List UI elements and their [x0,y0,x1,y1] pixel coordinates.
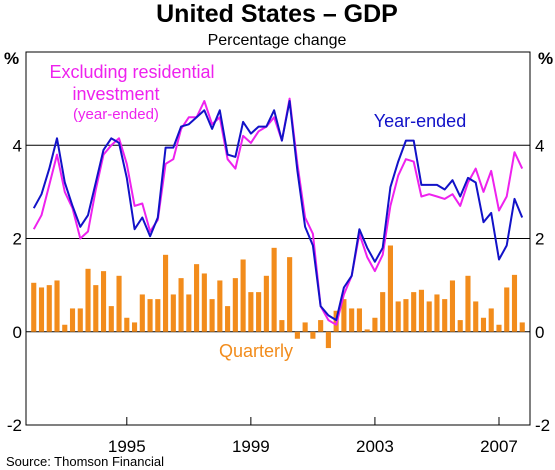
quarterly-bar [46,285,52,332]
quarterly-bar [318,320,324,332]
quarterly-bar [116,275,122,332]
chart-title: United States – GDP [156,0,398,28]
quarterly-bar [225,306,231,332]
y-tick-labels: -2 -2 0 0 2 2 4 4 [7,136,550,435]
quarterly-bar [170,294,176,332]
line-series [32,97,524,326]
quarterly-bar [100,271,107,332]
quarterly-bar [232,278,238,332]
quarterly-bar [271,247,277,332]
quarterly-bar [201,273,207,332]
annotation-excl-res-line2: investment [72,84,159,104]
quarterly-bar [519,322,525,332]
quarterly-bar [256,292,262,332]
quarterly-bar [411,292,417,332]
quarterly-bar [194,264,200,332]
quarterly-bar [372,317,378,332]
quarterly-bar [473,301,479,332]
quarterly-bar [279,320,285,332]
quarterly-bar [310,331,316,339]
y-tick-label-right: 0 [535,323,544,342]
quarterly-bar [139,294,145,332]
annotation-quarterly: Quarterly [219,341,293,361]
x-tick-label: 1999 [232,437,270,456]
x-tick-label: 1995 [108,437,146,456]
quarterly-bar [287,257,293,332]
quarterly-bar [217,280,223,332]
quarterly-bar [511,274,518,332]
y-tick-label-right: -2 [535,416,550,435]
quarterly-bar [240,259,246,332]
quarterly-bar [449,280,456,332]
annotation-year-ended: Year-ended [374,111,466,131]
left-unit-label: % [4,49,19,68]
plot-frame [25,51,531,426]
quarterly-bar [442,299,448,332]
quarterly-bar [93,285,99,332]
plot-border [25,51,531,426]
quarterly-bar [131,322,138,332]
quarterly-bar [457,320,463,332]
annotation-excl-res-line3: (year-ended) [73,106,159,123]
quarterly-bar [302,322,308,332]
quarterly-bar [294,331,300,339]
quarterly-bar [31,282,37,332]
quarterly-bar [426,301,432,332]
quarterly-bar [263,275,269,332]
quarterly-bar [418,289,425,332]
quarterly-bar [465,275,471,332]
quarterly-bar [85,268,91,332]
quarterly-bar [155,299,161,332]
quarterly-bar [434,294,440,332]
quarterly-bar [77,308,83,332]
quarterly-bar [380,292,386,332]
quarterly-bar [480,317,487,332]
quarterly-bar [395,301,401,332]
y-tick-label-right: 4 [535,136,544,155]
quarterly-bar [356,308,362,332]
quarterly-bar [69,308,76,332]
quarterly-bar [62,324,68,332]
quarterly-bar [108,306,114,332]
quarterly-bars [31,245,525,349]
x-tick-label: 2007 [480,437,518,456]
source-note: Source: Thomson Financial [6,454,164,469]
quarterly-bar [349,308,355,332]
quarterly-bar [387,245,393,332]
quarterly-bar [163,254,169,332]
quarterly-bar [147,299,153,332]
quarterly-bar [341,299,347,332]
quarterly-bar [186,294,192,332]
quarterly-bar [504,287,510,332]
quarterly-bar [403,299,409,332]
quarterly-bar [496,324,502,332]
quarterly-bar [54,280,60,332]
x-tick-label: 2003 [356,437,394,456]
quarterly-bar [248,292,254,332]
annotation-excl-res-line1: Excluding residential [49,62,214,82]
year-ended-line [32,100,524,322]
quarterly-bar [178,278,184,332]
excl-res-line [32,97,524,326]
quarterly-bar [488,308,494,332]
quarterly-bar [38,287,45,332]
chart-subtitle: Percentage change [208,32,347,49]
quarterly-bar [325,331,331,349]
y-tick-label-right: 2 [535,230,544,249]
x-tick-labels: 1995 1999 2003 2007 [108,437,518,456]
quarterly-bar [209,299,215,332]
y-tick-label-left: 2 [13,230,22,249]
quarterly-bar [124,317,130,332]
y-tick-label-left: -2 [7,416,22,435]
y-tick-label-left: 4 [13,136,22,155]
right-unit-label: % [538,49,553,68]
y-tick-label-left: 0 [13,323,22,342]
quarterly-bar [364,329,370,332]
